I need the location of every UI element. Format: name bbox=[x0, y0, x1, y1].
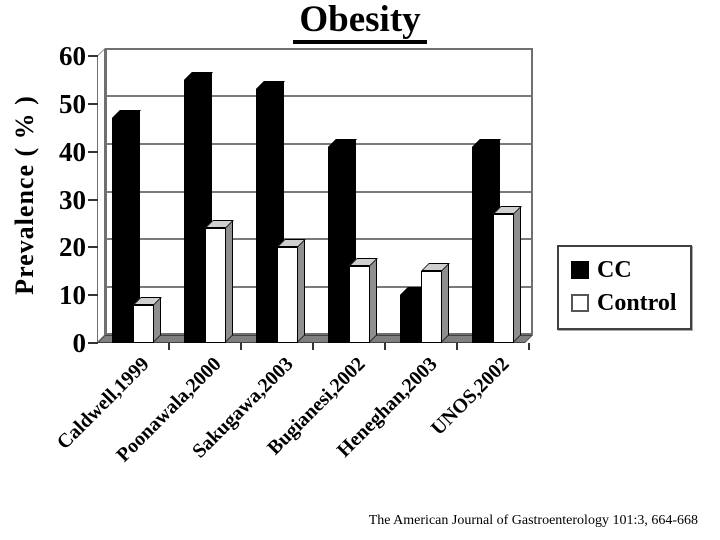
chart-title: Obesity bbox=[0, 0, 720, 44]
y-tick-40 bbox=[88, 150, 98, 153]
bar-Control-5 bbox=[493, 213, 514, 343]
bar-CC-3 bbox=[328, 146, 349, 343]
legend-item-control: Control bbox=[571, 291, 690, 315]
legend: CC Control bbox=[557, 245, 692, 330]
bar-CC-0 bbox=[112, 118, 133, 343]
x-tick-5 bbox=[456, 343, 458, 350]
bar-CC-4 bbox=[400, 295, 421, 343]
gridline-40 bbox=[107, 142, 531, 145]
bar-side-Control-1 bbox=[225, 220, 233, 343]
bar-Control-1 bbox=[205, 228, 226, 343]
bar-side-Control-4 bbox=[441, 263, 449, 343]
y-tick-label-30: 30 bbox=[59, 184, 86, 215]
legend-item-cc: CC bbox=[571, 258, 690, 282]
x-tick-1 bbox=[168, 343, 170, 350]
legend-label-control: Control bbox=[597, 290, 677, 316]
y-tick-label-40: 40 bbox=[59, 136, 86, 167]
gridline-10 bbox=[107, 286, 531, 289]
bar-CC-2 bbox=[256, 89, 277, 343]
y-tick-label-0: 0 bbox=[72, 328, 87, 358]
x-tick-3 bbox=[312, 343, 314, 350]
bar-side-Control-0 bbox=[153, 296, 161, 343]
y-tick-60 bbox=[88, 55, 98, 57]
y-tick-label-20: 20 bbox=[59, 232, 86, 263]
y-tick-10 bbox=[88, 294, 98, 297]
y-tick-20 bbox=[88, 246, 98, 249]
gridline-30 bbox=[107, 190, 531, 193]
bar-Control-3 bbox=[349, 266, 370, 343]
bar-Control-2 bbox=[277, 247, 298, 343]
y-tick-30 bbox=[88, 198, 98, 201]
y-tick-label-50: 50 bbox=[59, 88, 86, 119]
x-tick-4 bbox=[384, 343, 386, 350]
legend-label-cc: CC bbox=[597, 257, 632, 283]
y-tick-0 bbox=[88, 342, 98, 344]
gridline-20 bbox=[107, 238, 531, 241]
gridline-50 bbox=[107, 94, 531, 97]
chart-title-text: Obesity bbox=[293, 0, 427, 44]
y-tick-50 bbox=[88, 102, 98, 105]
bar-side-Control-2 bbox=[297, 239, 305, 343]
y-tick-label-10: 10 bbox=[59, 280, 86, 311]
x-tick-6 bbox=[528, 343, 530, 350]
bar-Control-0 bbox=[133, 304, 154, 343]
bar-CC-1 bbox=[184, 79, 205, 343]
x-tick-2 bbox=[240, 343, 242, 350]
control-swatch-icon bbox=[571, 294, 589, 312]
cc-swatch-icon bbox=[571, 261, 589, 279]
source-citation: The American Journal of Gastroenterology… bbox=[368, 513, 698, 528]
bar-CC-5 bbox=[472, 146, 493, 343]
bar-Control-4 bbox=[421, 271, 442, 343]
y-tick-label-60: 60 bbox=[59, 41, 86, 71]
bar-side-Control-5 bbox=[513, 205, 521, 343]
bar-side-Control-3 bbox=[369, 258, 377, 343]
